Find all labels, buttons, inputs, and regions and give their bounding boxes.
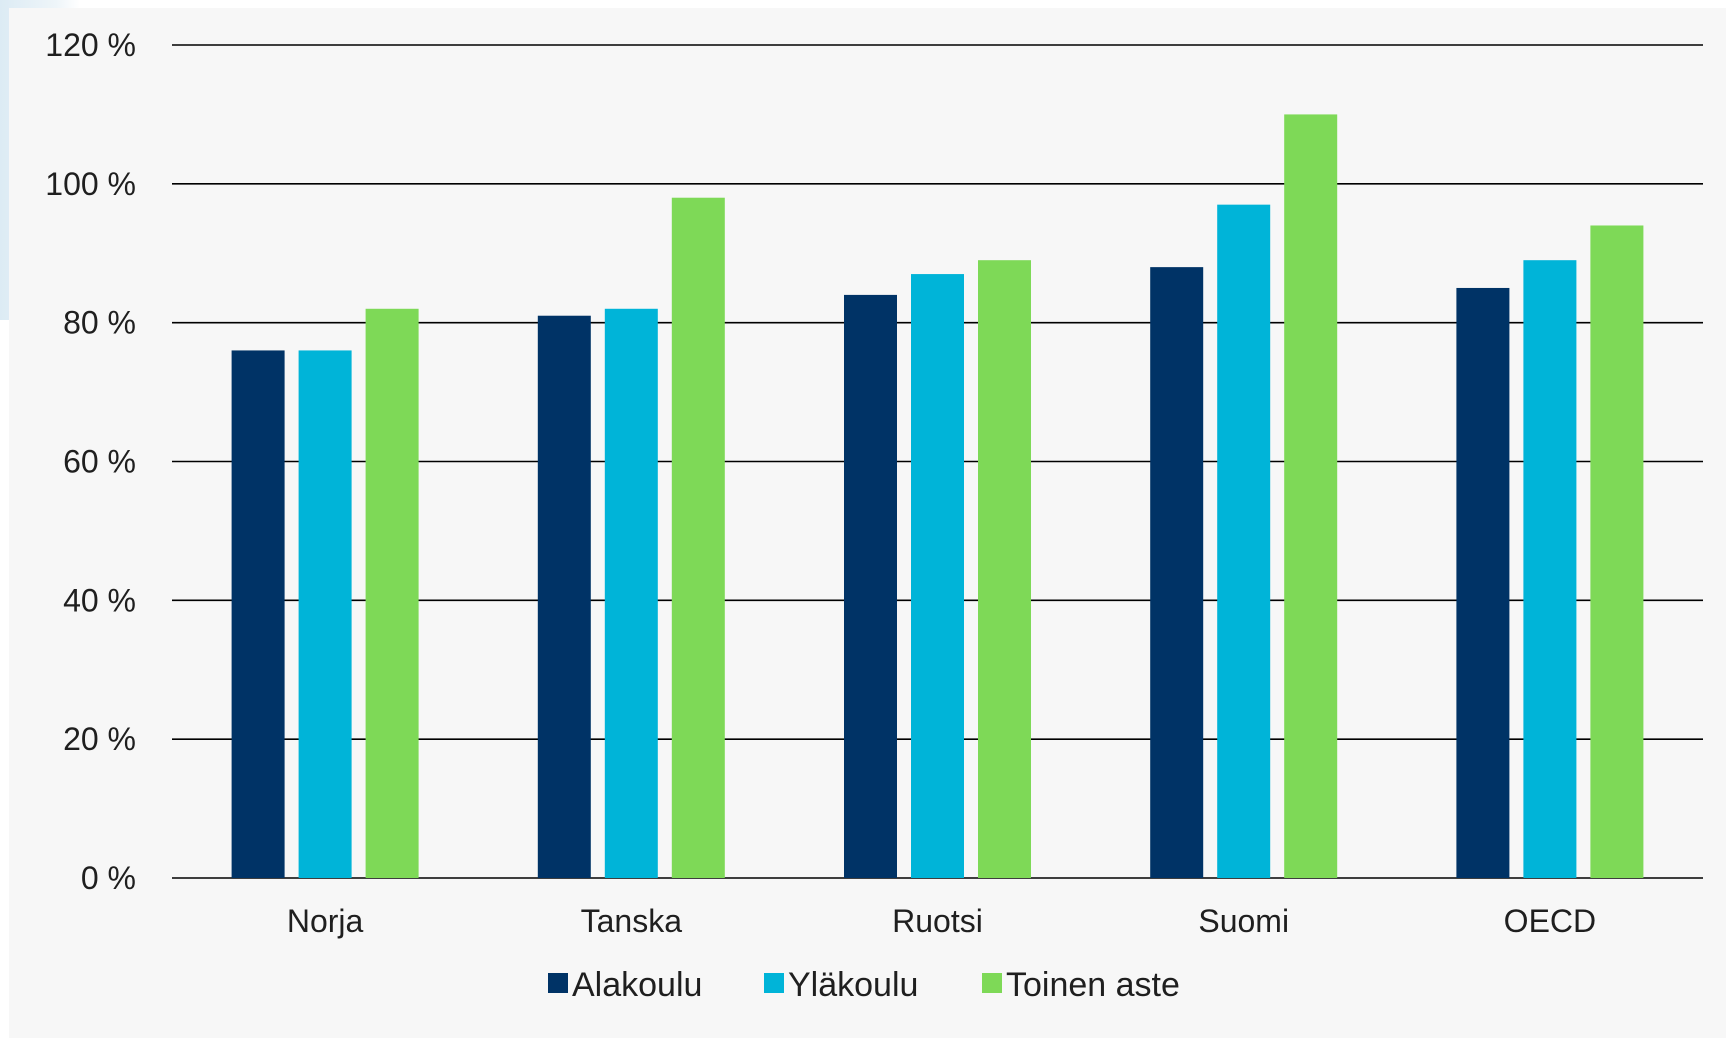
legend-swatch (548, 973, 568, 993)
bar (298, 350, 352, 878)
x-category-label: Tanska (581, 903, 683, 939)
x-category-label: Suomi (1198, 903, 1289, 939)
bar (1150, 267, 1204, 879)
y-tick-label: 0 % (81, 860, 136, 896)
x-category-label: Norja (287, 903, 364, 939)
y-tick-label: 120 % (45, 27, 136, 63)
bar (1456, 287, 1510, 878)
bar (1284, 114, 1338, 878)
bar (365, 308, 419, 878)
bar (978, 260, 1031, 879)
y-tick-label: 60 % (63, 444, 136, 480)
bar (231, 350, 285, 878)
bar (537, 315, 591, 879)
x-axis-category-labels: Norja Tanska Ruotsi Suomi OECD (287, 903, 1596, 939)
bar (1590, 225, 1644, 878)
bar (911, 274, 964, 878)
bar (1523, 260, 1577, 879)
legend-label: Alakoulu (572, 966, 702, 1004)
legend-swatch (982, 973, 1002, 993)
legend-label: Yläkoulu (788, 966, 918, 1004)
x-category-label: OECD (1504, 903, 1596, 939)
bar (1217, 204, 1271, 879)
y-tick-label: 20 % (63, 721, 136, 757)
bar (844, 294, 897, 878)
legend-swatch (764, 973, 784, 993)
y-tick-label: 80 % (63, 305, 136, 341)
bars (231, 114, 1644, 879)
y-axis-tick-labels: 0 % 20 % 40 % 60 % 80 % 100 % 120 % (45, 27, 136, 896)
legend-label: Toinen aste (1006, 966, 1180, 1004)
x-category-label: Ruotsi (892, 903, 983, 939)
bar (671, 197, 725, 878)
legend: Alakoulu Yläkoulu Toinen aste (548, 966, 1180, 1004)
bar (604, 308, 658, 878)
y-tick-label: 100 % (45, 166, 136, 202)
y-tick-label: 40 % (63, 582, 136, 618)
